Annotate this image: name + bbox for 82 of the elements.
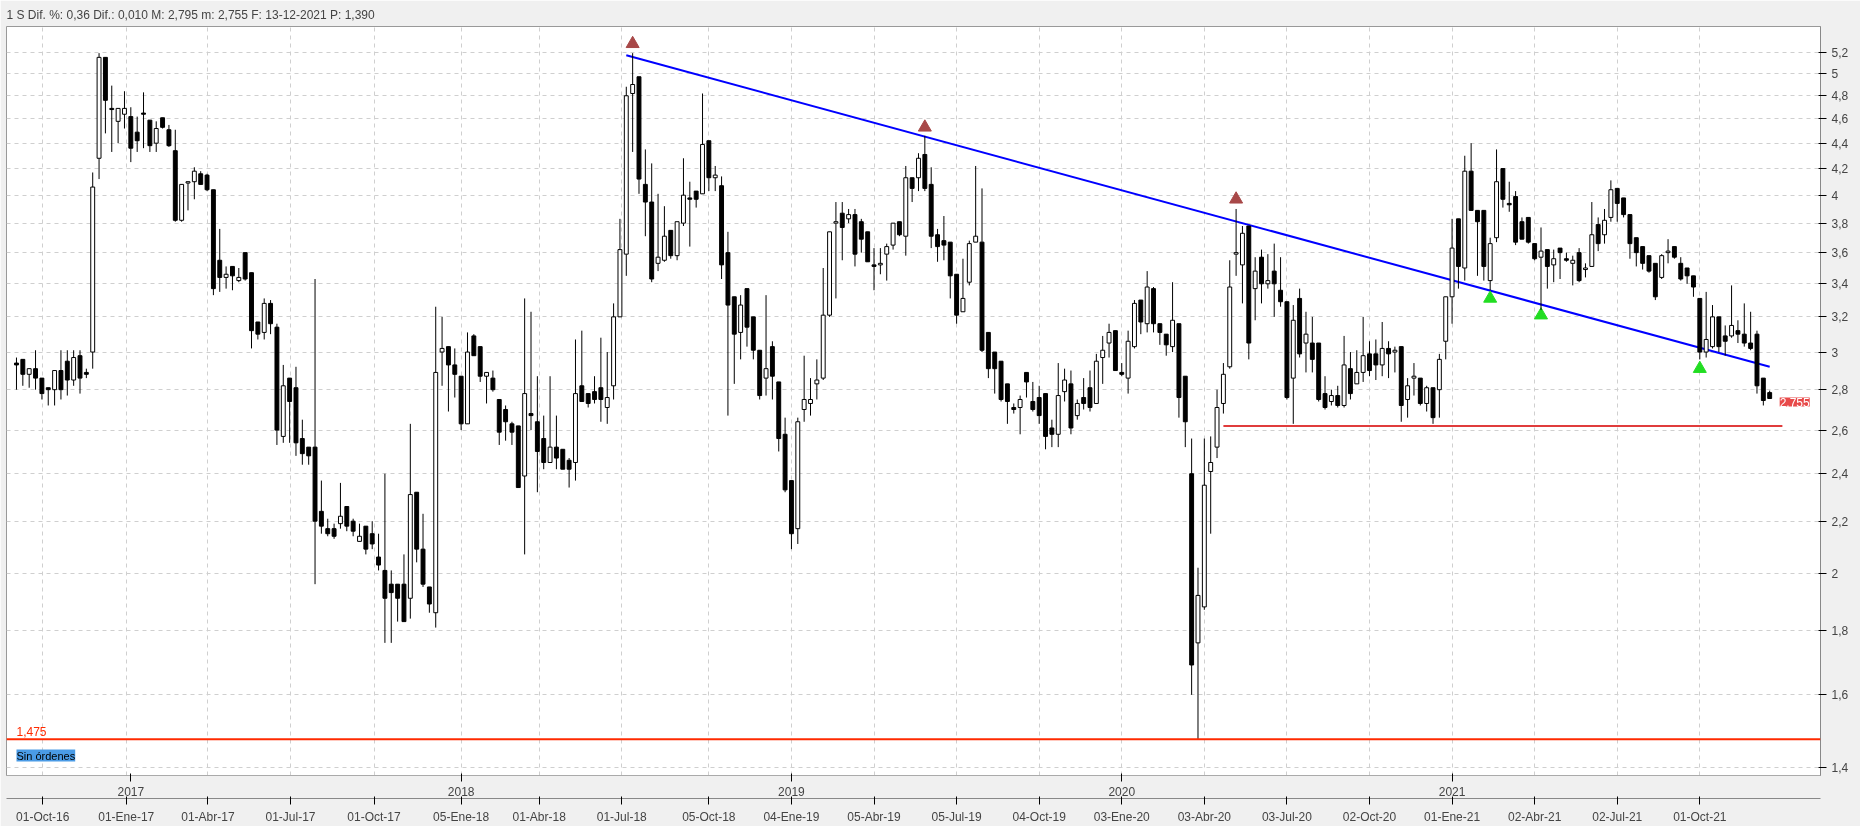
candlestick: [642, 148, 648, 237]
x-tick-label: 01-Ene-17: [98, 809, 155, 824]
y-tick-label: 1,8: [1831, 624, 1849, 639]
y-tick-label: 2,2: [1831, 514, 1849, 529]
y-tick-label: 3: [1831, 345, 1839, 360]
candlestick: [1100, 335, 1106, 385]
x-tick-label: 02-Abr-21: [1507, 809, 1562, 824]
candlestick: [1278, 256, 1284, 308]
candlestick: [1024, 371, 1029, 399]
x-tick-label: 01-Oct-17: [347, 809, 402, 824]
candlestick: [1741, 302, 1747, 348]
candlestick: [712, 165, 718, 192]
candlestick: [134, 116, 140, 153]
x-tick-label: 04-Oct-19: [1012, 809, 1067, 824]
candlestick: [884, 243, 890, 282]
candlestick: [814, 358, 820, 400]
x-tick-label: 01-Abr-18: [512, 809, 567, 824]
y-tick-label: 2,6: [1831, 423, 1849, 438]
y-tick-label: 1,6: [1831, 688, 1849, 703]
y-tick-label: 5,2: [1831, 45, 1849, 60]
y-tick-label: 3,2: [1831, 310, 1849, 325]
candlestick: [604, 351, 610, 425]
x-tick-label: 01-Oct-21: [1673, 809, 1727, 824]
candlestick: [141, 91, 146, 149]
y-tick-label: 3,6: [1831, 246, 1849, 261]
candlestick: [1017, 395, 1023, 435]
x-tick-label: 05-Jul-19: [931, 809, 982, 824]
ref-line-label: 1,475: [16, 725, 47, 740]
y-tick-label: 3,8: [1831, 216, 1849, 231]
candlestick: [1208, 435, 1214, 535]
y-tick-label: 4: [1831, 188, 1839, 203]
candlestick: [1271, 243, 1277, 318]
x-tick-label: 03-Abr-20: [1177, 809, 1232, 824]
y-tick-label: 1,4: [1831, 761, 1849, 776]
candlestick: [376, 533, 382, 571]
x-tick-label: 01-Ene-21: [1424, 809, 1481, 824]
y-tick-label: 4,8: [1831, 89, 1849, 104]
candlestick: [109, 85, 115, 153]
x2-tick-label: 2017: [117, 784, 145, 799]
candlestick: [1722, 324, 1728, 357]
x-tick-label: 02-Oct-20: [1342, 809, 1397, 824]
chart-title: 1 S Dif. %: 0,36 Dif.: 0,010 M: 2,795 m: 2,755 F: 13-12-2021 P: 1,390: [6, 7, 376, 22]
x-tick-label: 01-Oct-16: [16, 809, 70, 824]
x-tick-label: 03-Jul-20: [1261, 809, 1313, 824]
x-tick-label: 05-Oct-18: [682, 809, 736, 824]
x-tick-label: 02-Jul-21: [1592, 809, 1643, 824]
y-tick-label: 2,8: [1831, 383, 1849, 398]
candlestick: [1557, 247, 1563, 280]
y-tick-label: 2: [1831, 566, 1839, 581]
x-tick-label: 01-Abr-17: [181, 809, 235, 824]
y-tick-label: 3,4: [1831, 277, 1849, 292]
candlestick: [166, 124, 172, 148]
x2-tick-label: 2019: [778, 784, 806, 799]
x-tick-label: 01-Jul-18: [596, 809, 648, 824]
point: [1534, 307, 1548, 320]
point: [1483, 290, 1498, 303]
point: [625, 35, 640, 49]
candlestick: [185, 181, 191, 211]
y-tick-label: 4,6: [1831, 112, 1849, 127]
y-tick-label: 4,4: [1831, 136, 1849, 151]
annotation: Sin órdenes: [16, 749, 76, 762]
x-tick-label: 05-Abr-19: [847, 809, 902, 824]
x2-tick-label: 2018: [447, 784, 475, 799]
candlestick: [153, 120, 159, 153]
candlestick: [1678, 256, 1684, 282]
y-tick-label: 5: [1831, 66, 1839, 81]
candlestick: [1030, 381, 1036, 413]
point: [917, 119, 932, 132]
x-tick-label: 01-Jul-17: [265, 809, 316, 824]
candlestick: [490, 370, 496, 393]
x-tick-label: 04-Ene-19: [763, 809, 820, 824]
x-tick-label: 03-Ene-20: [1093, 809, 1151, 824]
candlestick: [452, 347, 458, 399]
annotation: 2,755: [1779, 395, 1811, 410]
point: [1692, 360, 1707, 373]
x-tick-label: 05-Ene-18: [433, 809, 490, 824]
x2-tick-label: 2020: [1108, 784, 1136, 799]
x2-tick-label: 2021: [1438, 784, 1466, 799]
y-tick-label: 4,2: [1831, 162, 1849, 177]
candlestick: [369, 520, 375, 550]
point: [1229, 191, 1244, 204]
y-tick-label: 2,4: [1831, 467, 1849, 482]
